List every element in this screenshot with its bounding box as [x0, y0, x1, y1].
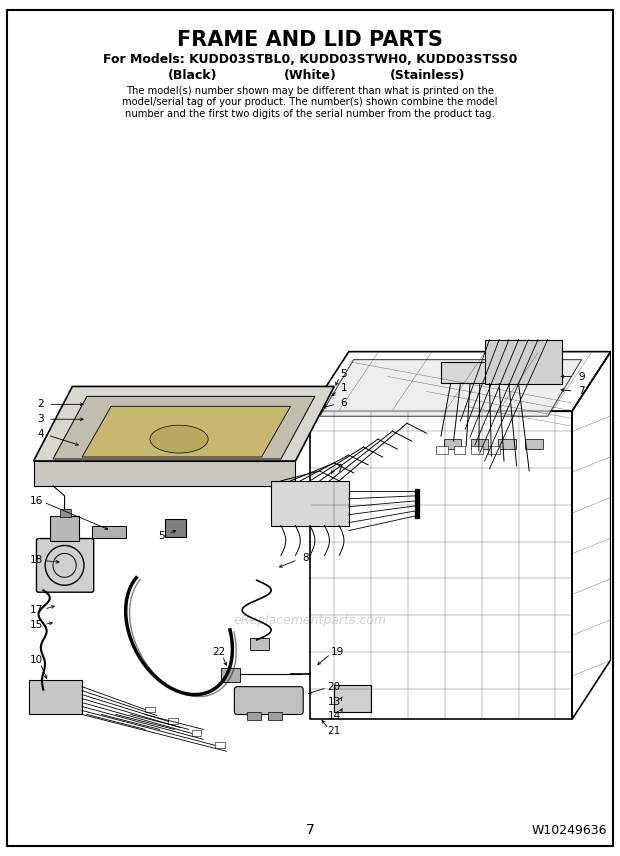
- Bar: [164, 519, 186, 537]
- Text: 14: 14: [327, 711, 341, 722]
- Text: (Stainless): (Stainless): [390, 69, 466, 82]
- Text: For Models: KUDD03STBL0, KUDD03STWH0, KUDD03STSS0: For Models: KUDD03STBL0, KUDD03STWH0, KU…: [103, 53, 517, 66]
- Bar: [60, 508, 71, 517]
- Bar: [271, 481, 349, 526]
- Text: W10249636: W10249636: [531, 823, 607, 837]
- Text: eReplacementparts.com: eReplacementparts.com: [234, 614, 386, 627]
- Text: 15: 15: [30, 620, 43, 630]
- Bar: [444, 439, 461, 449]
- Bar: [221, 668, 240, 681]
- FancyBboxPatch shape: [234, 687, 303, 715]
- Bar: [50, 515, 79, 540]
- Polygon shape: [33, 386, 334, 461]
- Polygon shape: [33, 461, 296, 486]
- Polygon shape: [53, 396, 315, 459]
- Text: 16: 16: [30, 496, 43, 506]
- Text: 1: 1: [340, 383, 347, 394]
- Text: 13: 13: [327, 697, 341, 706]
- Text: 20: 20: [328, 681, 341, 692]
- Bar: [485, 340, 562, 384]
- Bar: [525, 439, 542, 449]
- Text: 5: 5: [340, 369, 347, 378]
- Bar: [92, 526, 126, 538]
- Bar: [471, 446, 482, 454]
- Bar: [215, 742, 224, 748]
- Text: 6: 6: [340, 398, 347, 408]
- Text: 7: 7: [306, 823, 314, 837]
- Polygon shape: [82, 407, 291, 457]
- Bar: [250, 638, 269, 650]
- Text: The model(s) number shown may be different than what is printed on the
model/ser: The model(s) number shown may be differe…: [122, 86, 498, 119]
- Text: 7: 7: [336, 464, 342, 474]
- Bar: [192, 730, 202, 736]
- Bar: [498, 439, 516, 449]
- Text: 9: 9: [578, 372, 585, 382]
- Text: FRAME AND LID PARTS: FRAME AND LID PARTS: [177, 30, 443, 50]
- Text: 21: 21: [327, 727, 341, 736]
- Ellipse shape: [150, 425, 208, 453]
- Text: 19: 19: [330, 647, 343, 657]
- Text: 17: 17: [30, 605, 43, 615]
- Text: 18: 18: [30, 556, 43, 566]
- Text: 10: 10: [30, 655, 43, 665]
- Polygon shape: [320, 360, 582, 416]
- Bar: [247, 711, 260, 721]
- Bar: [471, 439, 489, 449]
- Bar: [334, 685, 371, 712]
- Bar: [436, 446, 448, 454]
- Bar: [441, 361, 547, 383]
- Bar: [489, 446, 500, 454]
- Text: 2: 2: [37, 400, 43, 409]
- Text: 4: 4: [37, 429, 43, 439]
- Bar: [268, 711, 282, 721]
- Text: 3: 3: [37, 414, 43, 425]
- Text: (Black): (Black): [167, 69, 217, 82]
- Bar: [29, 680, 82, 715]
- FancyBboxPatch shape: [37, 538, 94, 592]
- Text: 7: 7: [578, 386, 585, 396]
- Bar: [454, 446, 465, 454]
- Text: 5: 5: [158, 531, 165, 540]
- Text: 8: 8: [302, 554, 309, 563]
- Bar: [169, 718, 178, 724]
- Bar: [145, 706, 155, 712]
- Text: (White): (White): [283, 69, 337, 82]
- Text: 22: 22: [212, 647, 226, 657]
